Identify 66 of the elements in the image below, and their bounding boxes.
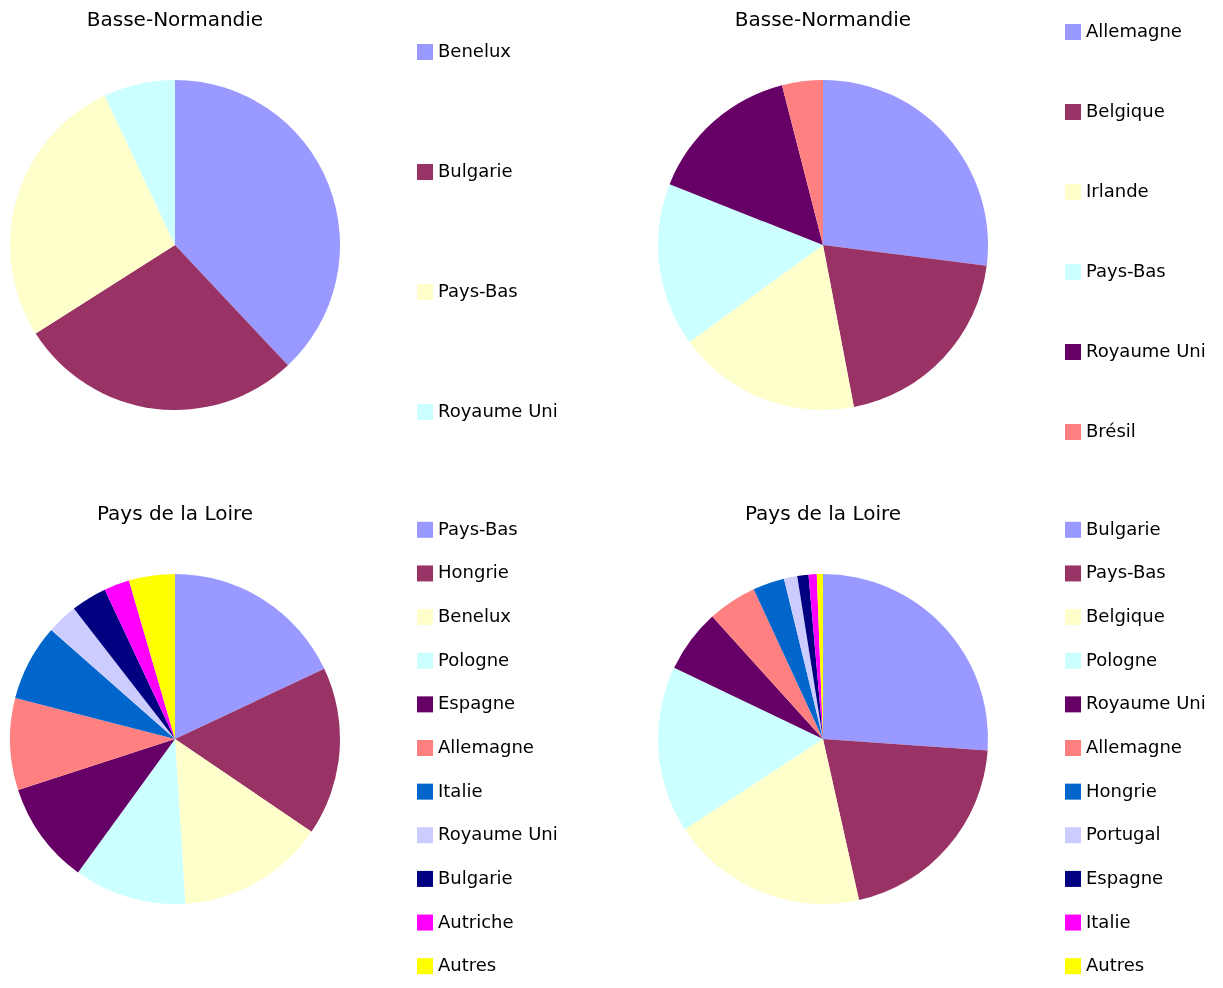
pie-slice [781, 80, 823, 245]
pie-slice [658, 184, 823, 342]
pie-slice [689, 245, 854, 410]
legend-label: Bulgarie [438, 866, 513, 888]
legend-label: Italie [1086, 910, 1131, 932]
legend-label: Portugal [1086, 823, 1161, 845]
legend-label: Allemagne [1086, 736, 1182, 757]
legend-label: Pologne [1086, 648, 1158, 670]
legend-label: Autres [438, 954, 497, 976]
chart-title: Pays de la Loire [744, 500, 902, 525]
pie-slice [51, 608, 175, 739]
legend-label: Allemagne [1086, 20, 1182, 41]
chart-title: Pays de la Loire [96, 500, 254, 525]
legend-label: Irlande [1086, 180, 1149, 201]
legend-label: Belgique [1086, 605, 1165, 627]
legend-label: Autriche [438, 910, 514, 932]
pie-slice [783, 576, 823, 739]
legend-label: Hongrie [1086, 779, 1157, 801]
pie-slice [35, 245, 288, 410]
pie-slice [684, 739, 859, 904]
pie-slice [15, 629, 175, 739]
legend-label: Bulgarie [438, 160, 513, 181]
pie-slice [128, 574, 175, 739]
legend-label: Allemagne [438, 736, 534, 757]
chart-title: Basse-Normandie [734, 6, 912, 31]
chart-title: Basse-Normandie [86, 6, 264, 31]
legend-label: Italie [438, 779, 483, 801]
pie-slice [674, 616, 823, 739]
legend-label: Pologne [438, 648, 510, 670]
legend-label: Pays-Bas [1086, 561, 1166, 583]
legend-label: Hongrie [438, 561, 509, 583]
legend-label: Autres [1086, 954, 1145, 976]
pie-slice [104, 80, 175, 245]
legend-label: Pays-Bas [1086, 260, 1166, 281]
legend-label: Pays-Bas [438, 517, 518, 539]
pie-slice [175, 739, 312, 904]
pie-slice [669, 85, 823, 245]
pie-slice [823, 80, 988, 266]
pie-slice [712, 589, 823, 739]
pie-slice [823, 245, 987, 408]
pie-slice [658, 667, 823, 830]
pie-slice [823, 574, 988, 751]
pie-slice [73, 589, 175, 739]
pie-slice [175, 80, 340, 366]
legend-label: Royaume Uni [1086, 340, 1206, 361]
legend-label: Pays-Bas [438, 280, 518, 301]
pie-slice [78, 739, 186, 904]
pie-slice [175, 668, 340, 832]
legend-label: Benelux [438, 605, 512, 627]
legend-label: Brésil [1086, 420, 1136, 441]
legend-label: Espagne [438, 692, 516, 714]
legend-label: Royaume Uni [1086, 692, 1206, 714]
legend-label: Belgique [1086, 100, 1165, 121]
pie-slice [104, 580, 175, 739]
legend-label: Benelux [438, 40, 512, 61]
legend-label: Royaume Uni [438, 823, 558, 845]
legend-label: Espagne [1086, 866, 1164, 888]
legend-label: Royaume Uni [438, 400, 558, 421]
legend-label: Bulgarie [1086, 517, 1161, 539]
pie-slice [797, 574, 823, 739]
pie-slice [10, 697, 175, 790]
pie-slice [753, 578, 823, 739]
pie-slice [823, 739, 988, 901]
pie-slice [175, 574, 325, 739]
pie-slice [10, 95, 175, 334]
pie-slice [18, 739, 175, 873]
